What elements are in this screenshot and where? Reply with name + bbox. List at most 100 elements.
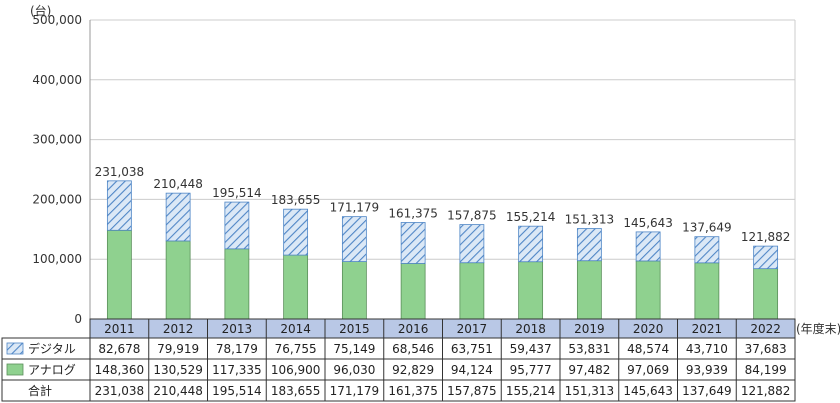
bar-digital <box>400 222 426 264</box>
x-tick-label: 2011 <box>104 322 135 336</box>
bar-total-label: 210,448 <box>153 177 203 191</box>
table-cell: 210,448 <box>153 384 203 398</box>
table-cell: 148,360 <box>95 363 145 377</box>
y-tick-label: 0 <box>74 312 82 326</box>
bar-analog <box>518 261 544 320</box>
y-tick-label: 100,000 <box>32 252 82 266</box>
bar-analog <box>400 263 426 320</box>
bar-total-label: 157,875 <box>447 209 497 223</box>
legend-swatch-analog <box>6 363 24 376</box>
bar-digital <box>106 180 132 231</box>
bar-digital <box>224 201 250 250</box>
x-tick-label: 2016 <box>398 322 429 336</box>
table-cell: 84,199 <box>745 363 787 377</box>
x-tick-label: 2020 <box>633 322 664 336</box>
bar-digital <box>694 236 720 264</box>
x-tick-label: 2019 <box>574 322 605 336</box>
bar-digital <box>283 208 309 256</box>
x-tick-label: 2021 <box>692 322 723 336</box>
table-cell: 171,179 <box>330 384 380 398</box>
table-row-label: デジタル <box>28 341 76 356</box>
table-cell: 157,875 <box>447 384 497 398</box>
bar-analog <box>283 254 309 320</box>
bar-analog <box>753 268 779 320</box>
bar-analog <box>106 229 132 320</box>
table-cell: 68,546 <box>392 342 434 356</box>
bar-analog <box>694 262 720 320</box>
table-cell: 96,030 <box>333 363 375 377</box>
table-cell: 76,755 <box>275 342 317 356</box>
bar-digital <box>459 224 485 264</box>
x-tick-label: 2022 <box>750 322 781 336</box>
table-cell: 195,514 <box>212 384 262 398</box>
bar-digital <box>518 225 544 263</box>
bar-analog <box>459 262 485 320</box>
x-tick-label: 2018 <box>515 322 546 336</box>
table-row-label: アナログ <box>28 363 76 377</box>
x-tick-label: 2014 <box>280 322 311 336</box>
table-cell: 106,900 <box>271 363 321 377</box>
bar-total-label: 155,214 <box>506 210 556 224</box>
table-cell: 151,313 <box>565 384 615 398</box>
table-cell: 78,179 <box>216 342 258 356</box>
table-cell: 82,678 <box>98 342 140 356</box>
x-tick-label: 2017 <box>457 322 488 336</box>
bar-digital <box>753 245 779 270</box>
bar-analog <box>576 260 602 320</box>
gridlines <box>89 19 796 319</box>
x-unit-label: (年度末) <box>796 321 840 336</box>
bar-total-label: 161,375 <box>388 206 438 220</box>
table-cell: 97,482 <box>568 363 610 377</box>
table-cell: 94,124 <box>451 363 493 377</box>
table-cell: 43,710 <box>686 342 728 356</box>
table-cell: 130,529 <box>153 363 203 377</box>
table-cell: 231,038 <box>95 384 145 398</box>
y-tick-label: 400,000 <box>32 73 82 87</box>
bar-total-label: 145,643 <box>623 216 673 230</box>
y-axis-ticks: 0 100,000 200,000 300,000 400,000 500,000 <box>32 13 82 326</box>
table-cell: 79,919 <box>157 342 199 356</box>
table-cell: 95,777 <box>510 363 552 377</box>
table-cell: 93,939 <box>686 363 728 377</box>
y-unit-label: (台) <box>30 3 51 18</box>
table-cell: 121,882 <box>741 384 791 398</box>
table-cell: 117,335 <box>212 363 262 377</box>
bar-analog <box>165 240 191 320</box>
bar-analog <box>224 248 250 320</box>
bar-digital <box>576 228 602 262</box>
bar-total-label: 195,514 <box>212 186 262 200</box>
bar-total-label: 151,313 <box>565 213 615 227</box>
x-tick-label: 2013 <box>222 322 253 336</box>
table-cell: 145,643 <box>623 384 673 398</box>
bar-total-label: 231,038 <box>95 165 145 179</box>
x-axis: 2011 2012 2013 2014 2015 2016 2017 2018 2019 2020… <box>89 318 796 339</box>
table-cell: 53,831 <box>568 342 610 356</box>
table-cell: 75,149 <box>333 342 375 356</box>
table-cell: 37,683 <box>745 342 787 356</box>
table-cell: 161,375 <box>388 384 438 398</box>
x-tick-label: 2015 <box>339 322 370 336</box>
bar-digital <box>635 231 661 262</box>
table-cell: 92,829 <box>392 363 434 377</box>
table-cell: 97,069 <box>627 363 669 377</box>
table-cell: 137,649 <box>682 384 732 398</box>
table-cell: 183,655 <box>271 384 321 398</box>
bar-digital <box>341 216 367 262</box>
legend-swatch-digital <box>6 342 24 355</box>
y-tick-label: 500,000 <box>32 13 82 27</box>
table-cell: 155,214 <box>506 384 556 398</box>
bar-total-label: 171,179 <box>330 201 380 215</box>
bar-total-label: 137,649 <box>682 221 732 235</box>
table-cell: 59,437 <box>510 342 552 356</box>
y-tick-label: 300,000 <box>32 133 82 147</box>
table-cell: 48,574 <box>627 342 669 356</box>
table-row-label: 合計 <box>28 383 52 398</box>
data-table: デジタル 82,678 79,919 78,179 76,755 75,149 68,546… <box>1 337 796 402</box>
x-tick-label: 2012 <box>163 322 194 336</box>
bar-digital <box>165 192 191 242</box>
bars <box>106 180 779 320</box>
bar-analog <box>341 261 367 320</box>
bar-total-label: 121,882 <box>741 230 791 244</box>
table-cell: 63,751 <box>451 342 493 356</box>
